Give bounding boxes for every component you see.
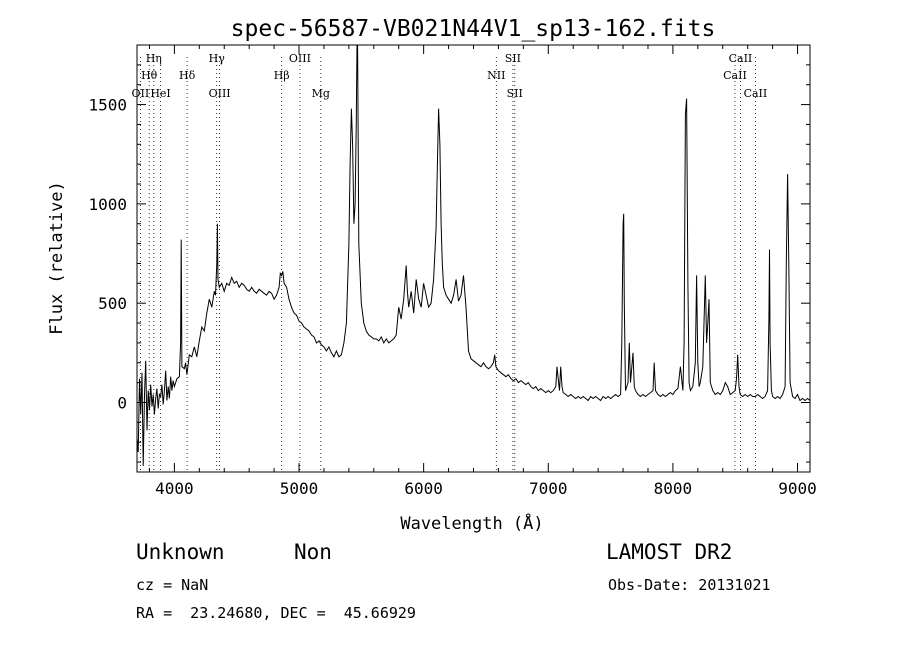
x-tick-label: 9000 [778, 479, 817, 498]
x-tick-label: 7000 [529, 479, 568, 498]
y-tick-label: 1500 [88, 96, 127, 115]
y-tick-label: 1000 [88, 195, 127, 214]
marker-label: HeI [150, 87, 170, 100]
x-axis-label: Wavelength (Å) [400, 512, 543, 534]
plot-frame [136, 44, 811, 473]
obs-date: Obs-Date: 20131021 [608, 576, 771, 594]
survey-name: LAMOST DR2 [606, 540, 733, 564]
series-line [136, 44, 811, 467]
marker-label: OIII [289, 52, 311, 65]
marker-label: OIII [209, 87, 231, 100]
marker-label: CaII [744, 87, 768, 100]
object-subclass: Non [294, 540, 332, 564]
marker-label: Hδ [179, 69, 196, 82]
chart-title: spec-56587-VB021N44V1_sp13-162.fits [231, 16, 716, 42]
x-tick-label: 5000 [280, 479, 319, 498]
x-tick-label: 4000 [155, 479, 194, 498]
object-class: Unknown [136, 540, 225, 564]
y-axis-label: Flux (relative) [47, 181, 67, 335]
marker-label: Hθ [141, 69, 158, 82]
y-tick-label: 0 [117, 393, 127, 412]
x-axis: 4000 5000 6000 7000 8000 9000 [148, 45, 817, 498]
marker-label: OII [132, 87, 150, 100]
marker-label: Hγ [209, 52, 226, 65]
marker-label: Mg [312, 87, 330, 100]
x-tick-label: 8000 [654, 479, 693, 498]
marker-label: Hβ [274, 69, 290, 82]
marker-label: SII [507, 87, 523, 100]
marker-label: CaII [723, 69, 747, 82]
x-tick-label: 6000 [404, 479, 443, 498]
marker-label: NII [487, 69, 505, 82]
marker-label: SII [505, 52, 521, 65]
marker-label: CaII [729, 52, 753, 65]
marker-label: Hη [146, 52, 162, 65]
redshift-cz: cz = NaN [136, 576, 209, 594]
coordinates: RA = 23.24680, DEC = 45.66929 [136, 604, 416, 622]
y-axis: 0 500 1000 1500 [88, 64, 810, 463]
y-tick-label: 500 [98, 294, 127, 313]
